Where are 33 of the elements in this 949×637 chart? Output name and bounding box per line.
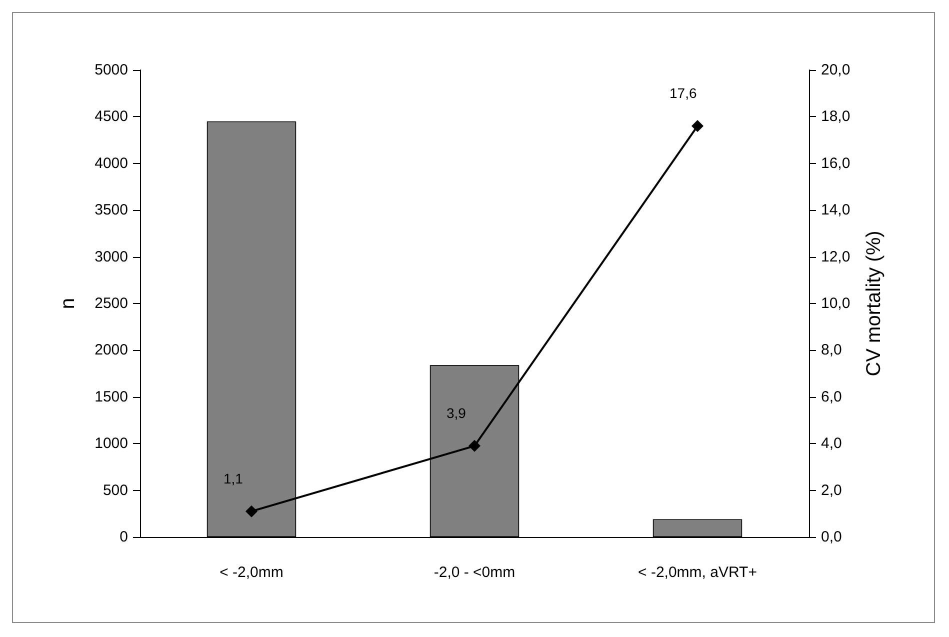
- y-tick-label: 4500: [94, 108, 128, 126]
- y-axis-title: n: [57, 298, 79, 310]
- y-tick-label: 2500: [94, 295, 128, 312]
- data-label: 17,6: [670, 85, 697, 102]
- x-tick-label: -2,0 - <0mm: [434, 564, 516, 581]
- y2-tick-label: 14,0: [821, 202, 850, 219]
- data-label: 1,1: [224, 470, 244, 486]
- y2-tick-label: 8,0: [821, 342, 842, 359]
- point: [246, 505, 258, 518]
- y-tick-label: 1000: [94, 435, 128, 452]
- y-tick-label: 5000: [94, 62, 128, 78]
- point: [468, 440, 480, 452]
- y-tick-label: 3500: [94, 202, 128, 219]
- y2-tick-label: 18,0: [821, 108, 850, 126]
- y2-tick-label: 6,0: [821, 388, 842, 406]
- y2-tick-label: 20,0: [821, 62, 850, 78]
- y-tick-label: 1500: [94, 388, 128, 406]
- y2-tick-label: 16,0: [821, 154, 850, 172]
- y2-tick-label: 12,0: [821, 248, 850, 266]
- y2-tick-label: 2,0: [821, 482, 842, 499]
- data-label: 3,9: [446, 404, 466, 421]
- y-tick-label: 3000: [94, 248, 128, 266]
- y-tick-label: 2000: [94, 342, 128, 359]
- point: [692, 120, 704, 132]
- y2-tick-label: 0,0: [821, 528, 842, 546]
- x-tick-label: < -2,0mm, aVRT+: [638, 564, 758, 581]
- x-tick-label: < -2,0mm: [220, 564, 284, 581]
- y2-axis-title: CV mortality (%): [863, 230, 885, 376]
- y-tick-label: 0: [120, 528, 128, 546]
- y2-tick-label: 10,0: [821, 295, 850, 312]
- y-tick-label: 4000: [94, 154, 128, 172]
- y-tick-label: 500: [102, 482, 128, 499]
- y2-tick-label: 4,0: [821, 435, 842, 452]
